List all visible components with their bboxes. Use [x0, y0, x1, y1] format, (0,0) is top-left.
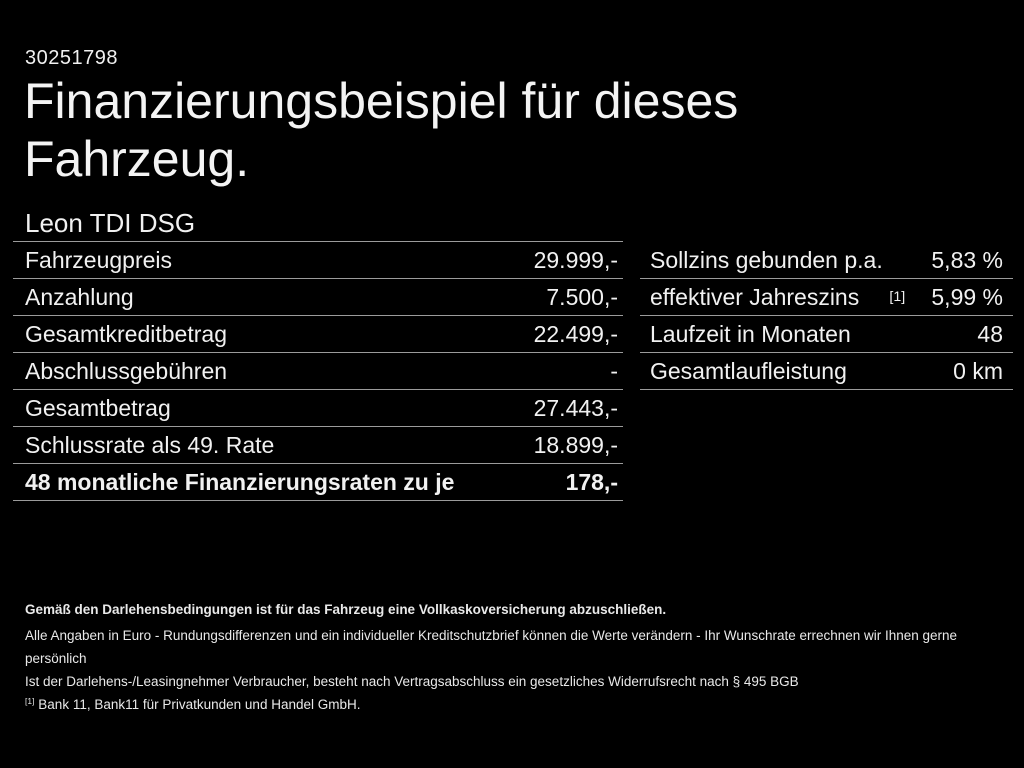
bank-footnote: [1] Bank 11, Bank11 für Privatkunden und … — [25, 693, 990, 716]
insurance-requirement-note: Gemäß den Darlehensbedingungen ist für d… — [25, 602, 667, 617]
vehicle-id: 30251798 — [25, 47, 118, 69]
row-value: 22.499,- — [533, 320, 618, 347]
legal-footer: Gemäß den Darlehensbedingungen ist für d… — [25, 598, 990, 716]
row-label: Gesamtkreditbetrag — [25, 320, 227, 347]
row-label: Abschlussgebühren — [25, 357, 228, 384]
row-value: 29.999,- — [533, 246, 618, 273]
financing-row: 48 monatliche Finanzierungsraten zu je 17… — [13, 464, 623, 501]
financing-row: Gesamtlaufleistung 0 km — [640, 353, 1013, 390]
financing-row: Gesamtkreditbetrag 22.499,- — [13, 316, 623, 353]
financing-table-left: Fahrzeugpreis 29.999,- Anzahlung 7.500,- Ges… — [13, 241, 623, 501]
row-label: effektiver Jahreszins — [650, 283, 860, 310]
page-title-line-1: Finanzierungsbeispiel für dieses — [24, 73, 739, 129]
row-value: 178,- — [565, 468, 618, 495]
vehicle-name: Leon TDI DSG — [25, 208, 196, 238]
row-label: Schlussrate als 49. Rate — [25, 431, 275, 458]
row-label: Anzahlung — [25, 283, 134, 310]
row-label: Fahrzeugpreis — [25, 246, 173, 273]
page-title-line-2: Fahrzeug. — [24, 131, 250, 187]
footnote-text: Bank 11, Bank11 für Privatkunden und Han… — [38, 697, 361, 712]
financing-row: Schlussrate als 49. Rate 18.899,- — [13, 427, 623, 464]
row-label: Gesamtbetrag — [25, 394, 171, 421]
row-value: 5,83 % — [931, 246, 1003, 273]
row-value: 5,99 % — [931, 283, 1003, 310]
rate-table-right: Sollzins gebunden p.a. 5,83 % effektiver J… — [640, 242, 1013, 390]
footnote-marker: [1] — [25, 695, 35, 706]
row-label: Sollzins gebunden p.a. — [650, 246, 883, 273]
withdrawal-right-note: Ist der Darlehens-/Leasingnehmer Verbrau… — [25, 674, 799, 689]
row-label: 48 monatliche Finanzierungsraten zu je — [25, 468, 455, 495]
row-value: 27.443,- — [533, 394, 618, 421]
row-value: 18.899,- — [533, 431, 618, 458]
row-value: 48 — [977, 320, 1003, 347]
financing-row: Anzahlung 7.500,- — [13, 279, 623, 316]
row-value: 7.500,- — [546, 283, 618, 310]
row-label: Gesamtlaufleistung — [650, 357, 847, 384]
disclaimer-note: Alle Angaben in Euro - Rundungsdifferenz… — [25, 628, 958, 666]
financing-row: Gesamtbetrag 27.443,- — [13, 390, 623, 427]
page-title: Finanzierungsbeispiel für dieses Fahrzeu… — [24, 72, 738, 188]
financing-row: Fahrzeugpreis 29.999,- — [13, 242, 623, 279]
financing-row: effektiver Jahreszins [1] 5,99 % — [640, 279, 1013, 316]
financing-row: Sollzins gebunden p.a. 5,83 % — [640, 242, 1013, 279]
financing-row: Abschlussgebühren - — [13, 353, 623, 390]
row-value: 0 km — [953, 357, 1003, 384]
row-value: - — [610, 357, 618, 384]
row-label: Laufzeit in Monaten — [650, 320, 851, 347]
financing-row: Laufzeit in Monaten 48 — [640, 316, 1013, 353]
